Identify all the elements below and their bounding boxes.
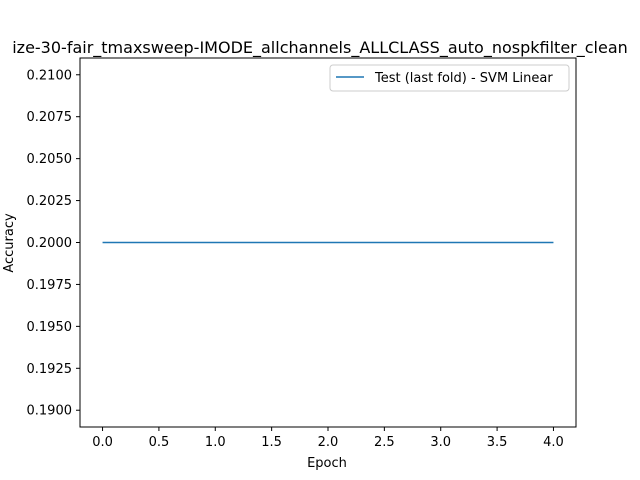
y-tick-label: 0.1975 (27, 278, 73, 293)
chart-title: ize-30-fair_tmaxsweep-IMODE_allchannels_… (12, 38, 628, 58)
x-axis-ticks: 0.0 0.5 1.0 1.5 2.0 2.5 3.0 3.5 4.0 (92, 427, 564, 450)
x-axis-label: Epoch (307, 456, 347, 471)
x-tick-label: 0.0 (92, 435, 113, 450)
legend-entry-label: Test (last fold) - SVM Linear (374, 71, 553, 86)
legend: Test (last fold) - SVM Linear (329, 64, 570, 92)
x-tick-label: 0.5 (149, 435, 170, 450)
x-tick-label: 2.5 (374, 435, 395, 450)
legend-box (329, 64, 570, 92)
y-tick-label: 0.1925 (27, 362, 73, 377)
y-tick-label: 0.2000 (27, 236, 73, 251)
x-tick-label: 1.5 (261, 435, 282, 450)
y-tick-label: 0.2025 (27, 194, 73, 209)
x-tick-label: 1.0 (205, 435, 226, 450)
x-tick-label: 3.5 (487, 435, 508, 450)
y-tick-label: 0.2050 (27, 152, 73, 167)
x-tick-label: 2.0 (318, 435, 339, 450)
x-tick-label: 3.0 (430, 435, 451, 450)
y-tick-label: 0.1950 (27, 320, 73, 335)
y-axis-ticks: 0.1900 0.1925 0.1950 0.1975 0.2000 0.2025 0.20… (27, 68, 80, 419)
y-tick-label: 0.2075 (27, 110, 73, 125)
y-tick-label: 0.2100 (27, 68, 73, 83)
y-axis-label: Accuracy (2, 213, 17, 273)
y-tick-label: 0.1900 (27, 404, 73, 419)
x-tick-label: 4.0 (543, 435, 564, 450)
